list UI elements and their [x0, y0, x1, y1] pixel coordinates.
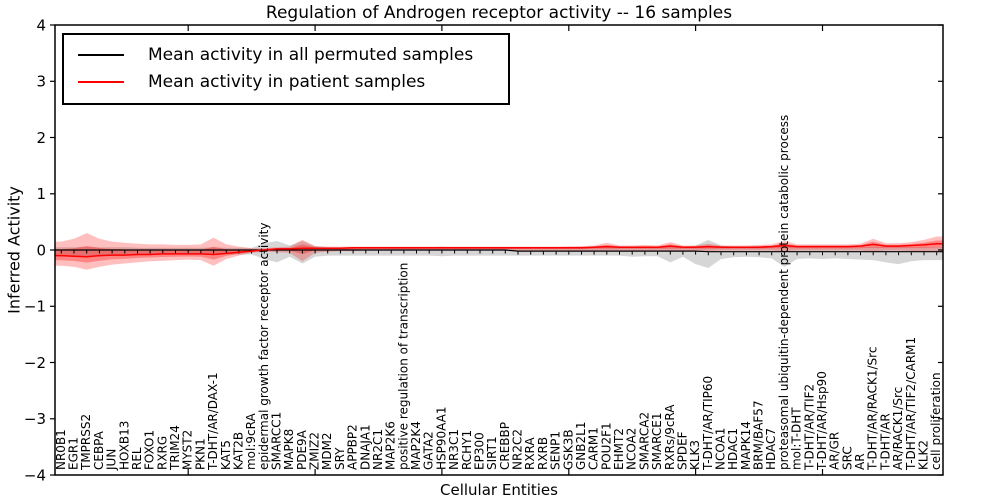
x-tick-label: cell proliferation [929, 372, 943, 470]
legend-item-patient: Mean activity in patient samples [78, 68, 508, 95]
x-tick-label: POU2F1 [599, 422, 613, 470]
x-tick-label: ZMIZ2 [308, 432, 322, 470]
x-tick-label: RXRs/9cRA [663, 404, 677, 470]
x-tick-label: CARM1 [587, 427, 601, 470]
x-tick-label: AR/RACK1/Src [891, 387, 905, 470]
x-tick-label: KAT5 [219, 440, 233, 470]
x-tick-label: positive regulation of transcription [396, 263, 410, 470]
x-tick-label: GATA2 [422, 431, 436, 470]
x-tick-label: T-DHT/AR [878, 413, 892, 471]
y-tick-label: 4 [36, 16, 46, 34]
x-tick-label: KAT2B [231, 432, 245, 470]
x-tick-label: MDM2 [320, 432, 334, 470]
x-tick-label: DNAJA1 [358, 424, 372, 470]
legend-label: Mean activity in all permuted samples [148, 44, 474, 65]
legend: Mean activity in all permuted samples Me… [62, 33, 510, 105]
x-tick-label: NR3C1 [447, 429, 461, 470]
x-tick-label: RXRA [523, 437, 537, 470]
x-tick-label: NR2C2 [511, 429, 525, 470]
x-tick-label: EGR1 [67, 437, 81, 470]
x-tick-label: SRC [840, 446, 854, 470]
y-tick-label: 1 [36, 185, 46, 203]
permuted-line-swatch [78, 53, 124, 56]
x-tick-label: SENP1 [549, 431, 563, 470]
x-tick-label: BRM/BAF57 [752, 400, 766, 470]
x-tick-label: T-DHT/AR/DAX-1 [206, 372, 220, 471]
x-tick-label: TMPRSS2 [79, 414, 93, 471]
x-tick-labels: NR0B1EGR1TMPRSS2CEBPAJUNHOXB13RELFOXO1RX… [54, 115, 943, 471]
x-tick-label: HDAC7 [764, 428, 778, 470]
patient-samples-inner-band [55, 240, 943, 263]
x-tick-label: MYST2 [181, 430, 195, 470]
y-tick-label: −4 [24, 466, 46, 484]
x-tick-label: HDAC1 [726, 428, 740, 470]
x-tick-label: CEBPA [92, 430, 106, 470]
x-tick-label: epidermal growth factor receptor activit… [257, 223, 271, 470]
x-tick-label: RCHY1 [460, 430, 474, 470]
chart-title: Regulation of Androgen receptor activity… [265, 3, 733, 23]
y-tick-label: −2 [24, 354, 46, 372]
x-tick-label: EHMT2 [612, 428, 626, 470]
x-tick-label: RXRB [536, 437, 550, 470]
x-tick-label: T-DHT/AR/RACK1/Src [866, 347, 880, 471]
x-tick-label: REL [130, 447, 144, 470]
x-tick-label: TRIM24 [168, 425, 182, 471]
x-tick-label: NR2C1 [371, 429, 385, 470]
x-tick-label: mol:9cRA [244, 413, 258, 470]
x-tick-label: SMARCA2 [637, 412, 651, 470]
patient-samples-range-band [55, 233, 943, 270]
x-tick-label: proteasomal ubiquitin-dependent protein … [777, 115, 791, 470]
x-tick-label: T-DHT/AR/TIF2 [802, 384, 816, 471]
x-tick-label: SMARCC1 [270, 412, 284, 470]
x-axis-ticks [187, 25, 824, 475]
permuted-mean-markers [60, 250, 938, 256]
x-tick-label: T-DHT/AR/TIP60 [701, 376, 715, 471]
x-tick-label: HOXB13 [117, 421, 131, 470]
x-tick-label: SPDEF [675, 431, 689, 470]
x-tick-label: PKN1 [193, 438, 207, 470]
x-tick-label: CREBBP [498, 422, 512, 470]
x-tick-label: SIRT1 [485, 436, 499, 470]
x-tick-label: FOXO1 [143, 430, 157, 470]
x-tick-label: MAPK8 [282, 429, 296, 470]
x-tick-label: SRY [333, 447, 347, 470]
x-tick-label: NR0B1 [54, 429, 68, 470]
y-tick-label: 3 [36, 73, 46, 91]
x-tick-label: T-DHT/AR/Hsp90 [815, 371, 829, 471]
x-tick-label: NCOA2 [625, 428, 639, 470]
x-tick-label: RXRG [155, 436, 169, 470]
x-tick-label: T-DHT/AR/TIF2/CARM1 [904, 337, 918, 471]
x-tick-label: APPBP2 [346, 424, 360, 470]
y-tick-label: 2 [36, 129, 46, 147]
x-tick-label: EP300 [473, 432, 487, 470]
x-tick-label: MAP2K6 [384, 421, 398, 470]
x-tick-label: AR/GR [828, 432, 842, 470]
x-tick-label: GSK3B [561, 429, 575, 470]
x-tick-label: HSP90AA1 [434, 406, 448, 470]
y-axis-label: Inferred Activity [4, 186, 24, 314]
y-tick-label: −1 [24, 298, 46, 316]
x-tick-label: MAP2K4 [409, 421, 423, 470]
x-tick-label: NCOA1 [714, 428, 728, 470]
x-tick-label: KLK3 [688, 440, 702, 470]
y-axis-ticks: 4 3 2 1 0 −1 −2 −3 −4 [24, 16, 943, 484]
x-tick-label: JUN [105, 449, 119, 471]
x-tick-label: mol:T-DHT [790, 407, 804, 470]
x-tick-label: KLK2 [917, 440, 931, 470]
legend-label: Mean activity in patient samples [148, 71, 426, 92]
y-tick-label: −3 [24, 410, 46, 428]
x-tick-label: SMARCE1 [650, 412, 664, 470]
y-tick-label: 0 [36, 241, 46, 259]
x-tick-label: MAPK14 [739, 421, 753, 470]
x-tick-label: PDE9A [295, 429, 309, 470]
patient-mean-line [55, 243, 943, 258]
patient-line-swatch [78, 80, 124, 83]
x-tick-label: AR [853, 453, 867, 470]
x-tick-label: GNB2L1 [574, 422, 588, 470]
x-axis-label: Cellular Entities [440, 481, 558, 499]
legend-item-permuted: Mean activity in all permuted samples [78, 41, 508, 68]
permuted-mean-line [55, 249, 943, 253]
